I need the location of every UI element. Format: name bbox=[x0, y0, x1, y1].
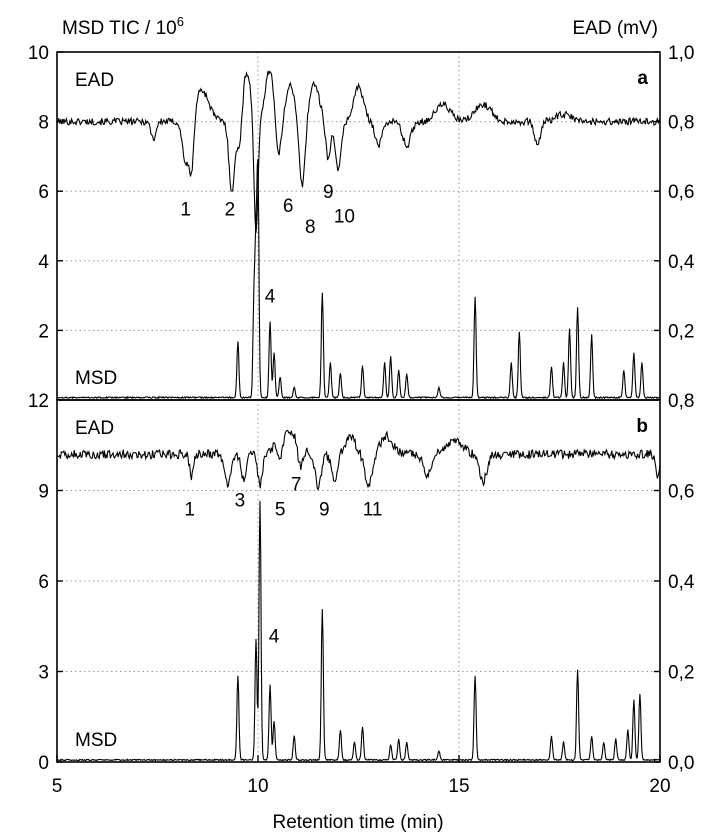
ead-trace-b bbox=[56, 429, 661, 491]
right-tick-label-a-2: 0,6 bbox=[668, 182, 694, 203]
ead-trace-a bbox=[56, 70, 661, 233]
right-tick-label-a-3: 0,8 bbox=[668, 113, 694, 134]
right-tick-label-b-2: 0,4 bbox=[668, 572, 695, 593]
x-axis-title: Retention time (min) bbox=[272, 812, 443, 833]
left-tick-label-b-1: 3 bbox=[38, 663, 49, 684]
x-tick-label-2: 15 bbox=[448, 776, 469, 797]
peak-label-b-2: 5 bbox=[275, 500, 286, 521]
peak-label-b-0: 1 bbox=[184, 500, 195, 521]
left-tick-label-a-2: 6 bbox=[38, 182, 49, 203]
right-tick-label-b-3: 0,6 bbox=[668, 482, 694, 503]
peak-label-a-5: 9 bbox=[323, 182, 334, 203]
left-tick-label-b-3: 9 bbox=[38, 482, 49, 503]
panel-tag-b: b bbox=[636, 416, 648, 437]
peak-label-b-4: 9 bbox=[319, 500, 330, 521]
right-tick-label-a-1: 0,4 bbox=[668, 252, 695, 273]
x-tick-label-3: 20 bbox=[649, 776, 670, 797]
ead-label-b: EAD bbox=[75, 418, 114, 439]
peak-label-a-3: 6 bbox=[283, 196, 294, 217]
msd-label-a: MSD bbox=[75, 368, 117, 389]
right-tick-label-b-4: 0,8 bbox=[668, 391, 694, 412]
left-axis-title: MSD TIC / 106 bbox=[62, 14, 184, 39]
peak-label-a-2: 4 bbox=[265, 287, 276, 308]
peak-label-a-1: 2 bbox=[225, 200, 236, 221]
left-tick-label-b-4: 12 bbox=[28, 391, 49, 412]
peak-label-b-3: 7 bbox=[291, 475, 302, 496]
grid-a bbox=[57, 52, 660, 400]
peak-label-b-6: 4 bbox=[269, 626, 280, 647]
panel-tag-a: a bbox=[637, 68, 648, 89]
x-axis-ticks: 5 10 15 20 bbox=[52, 755, 671, 797]
left-tick-label-b-0: 0 bbox=[38, 753, 49, 774]
peak-label-a-4: 8 bbox=[305, 217, 316, 238]
msd-label-b: MSD bbox=[75, 730, 117, 751]
left-tick-label-a-3: 8 bbox=[38, 113, 49, 134]
left-tick-label-a-1: 4 bbox=[38, 252, 49, 273]
peak-label-a-0: 1 bbox=[180, 200, 191, 221]
right-tick-label-b-0: 0,0 bbox=[668, 753, 694, 774]
right-axis-title: EAD (mV) bbox=[573, 18, 659, 39]
peak-label-b-5: 11 bbox=[363, 500, 383, 521]
left-tick-label-b-2: 6 bbox=[38, 572, 49, 593]
ead-label-a: EAD bbox=[75, 70, 114, 91]
msd-trace-a bbox=[56, 158, 661, 400]
x-tick-label-0: 5 bbox=[52, 776, 63, 797]
right-tick-label-a-4: 1,0 bbox=[668, 43, 694, 64]
left-tick-label-a-0: 2 bbox=[38, 321, 49, 342]
x-tick-label-1: 10 bbox=[247, 776, 268, 797]
peak-label-b-1: 3 bbox=[235, 491, 246, 512]
right-tick-label-a-0: 0,2 bbox=[668, 321, 694, 342]
right-tick-label-b-1: 0,2 bbox=[668, 663, 694, 684]
frame-a bbox=[56, 51, 661, 401]
left-tick-label-a-4: 10 bbox=[28, 43, 49, 64]
peak-label-a-6: 10 bbox=[334, 207, 355, 228]
msd-trace-b bbox=[56, 500, 661, 762]
